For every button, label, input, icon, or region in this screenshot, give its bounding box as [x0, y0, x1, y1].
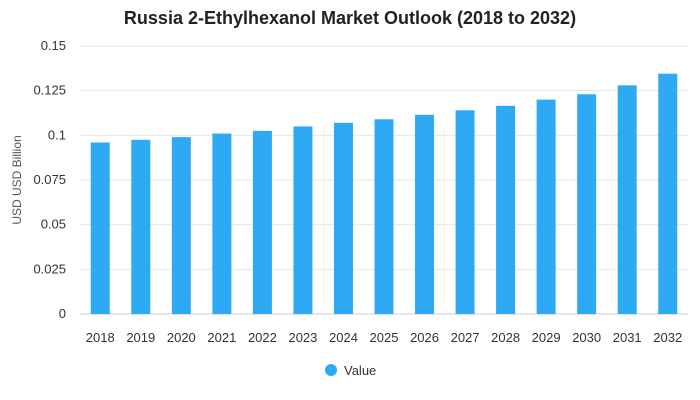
x-tick-label: 2031	[613, 330, 642, 345]
y-tick-label: 0.075	[33, 172, 66, 187]
legend[interactable]: Value	[325, 363, 376, 378]
bar-2019[interactable]	[131, 139, 151, 314]
x-tick-label: 2025	[370, 330, 399, 345]
bar-2018[interactable]	[90, 142, 110, 314]
bar-2027[interactable]	[455, 110, 475, 314]
bar-2028[interactable]	[496, 105, 516, 314]
bar-2021[interactable]	[212, 133, 232, 314]
x-tick-label: 2030	[572, 330, 601, 345]
x-axis-ticks: 2018 2019 2020 2021 2022 2023 2024 2025 2026 2027…	[86, 330, 682, 345]
bar-2031[interactable]	[617, 85, 637, 314]
y-axis-ticks: 0 0.025 0.05 0.075 0.1 0.125 0.15	[33, 38, 66, 321]
y-tick-label: 0.125	[33, 83, 66, 98]
y-tick-label: 0.05	[41, 217, 66, 232]
bar-2032[interactable]	[658, 73, 678, 315]
x-tick-label: 2022	[248, 330, 277, 345]
bar-2026[interactable]	[415, 114, 435, 314]
x-tick-label: 2020	[167, 330, 196, 345]
y-tick-label: 0	[59, 306, 66, 321]
y-tick-label: 0.15	[41, 38, 66, 53]
x-tick-label: 2023	[288, 330, 317, 345]
bar-2020[interactable]	[171, 137, 191, 314]
bar-2030[interactable]	[577, 94, 597, 315]
x-tick-label: 2018	[86, 330, 115, 345]
legend-marker-value	[325, 364, 337, 376]
bar-2025[interactable]	[374, 119, 394, 315]
y-tick-label: 0.025	[33, 261, 66, 276]
bar-2022[interactable]	[252, 130, 272, 314]
x-tick-label: 2021	[207, 330, 236, 345]
x-tick-label: 2028	[491, 330, 520, 345]
x-tick-label: 2029	[532, 330, 561, 345]
bar-2023[interactable]	[293, 126, 313, 315]
x-tick-label: 2019	[126, 330, 155, 345]
x-tick-label: 2024	[329, 330, 358, 345]
chart-title: Russia 2-Ethylhexanol Market Outlook (20…	[123, 8, 577, 28]
bar-2029[interactable]	[536, 99, 556, 314]
legend-label-value: Value	[344, 363, 376, 378]
bars	[90, 73, 678, 315]
y-tick-label: 0.1	[48, 127, 66, 142]
y-axis-title: USD USD Billion	[10, 135, 24, 224]
x-tick-label: 2026	[410, 330, 439, 345]
x-tick-label: 2027	[451, 330, 480, 345]
bar-2024[interactable]	[333, 122, 353, 315]
x-tick-label: 2032	[653, 330, 682, 345]
